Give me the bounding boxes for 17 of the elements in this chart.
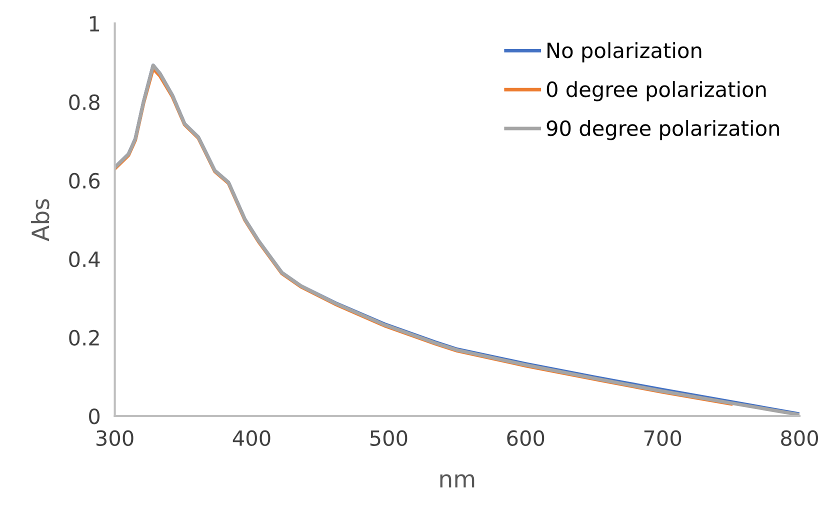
legend-label: 0 degree polarization — [546, 81, 766, 102]
x-tick-label: 500 — [370, 430, 408, 446]
y-tick-label: 0.4 — [69, 251, 100, 268]
x-tick-label: 300 — [96, 430, 134, 446]
y-axis-title: Abs — [31, 199, 50, 242]
y-tick-label: 0 — [89, 408, 100, 424]
x-axis-title: nm — [440, 474, 474, 488]
x-tick-label: 800 — [781, 430, 818, 446]
legend-label: No polarization — [548, 42, 702, 62]
legend-label: 90 degree polarization — [546, 120, 779, 140]
y-tick-label: 0.2 — [69, 330, 99, 346]
y-tick-label: 1 — [90, 16, 99, 32]
x-tick-label: 400 — [232, 430, 270, 446]
y-tick-label: 0.6 — [69, 172, 100, 189]
x-tick-label: 700 — [644, 430, 682, 446]
y-tick-label: 0.8 — [69, 94, 100, 110]
x-tick-label: 600 — [507, 430, 544, 446]
